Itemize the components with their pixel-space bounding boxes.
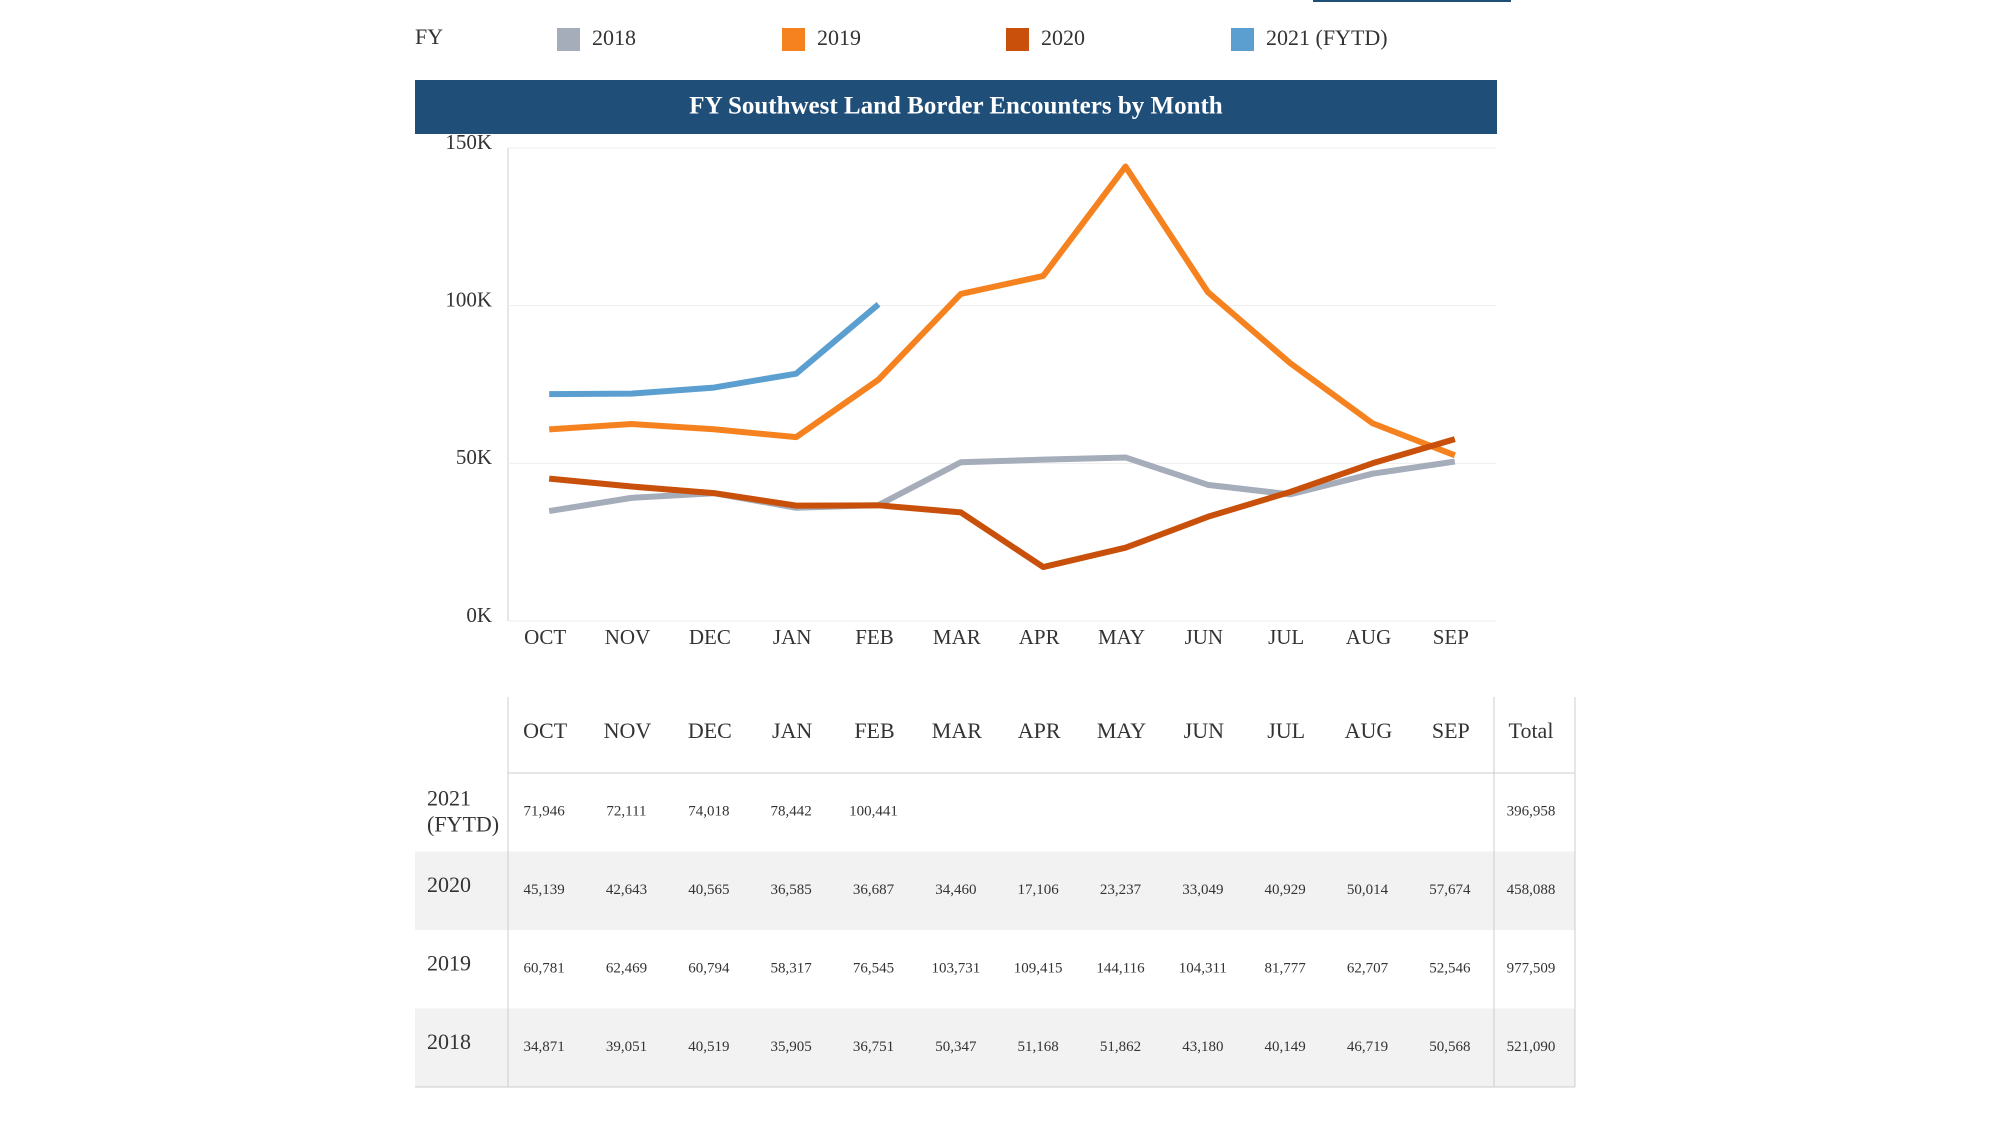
row-label: 2020 — [427, 872, 471, 897]
table-cell: 72,111 — [606, 804, 646, 820]
row-band — [415, 1008, 1575, 1087]
x-tick-label: NOV — [605, 625, 651, 649]
table-header: FEB — [854, 718, 894, 743]
y-tick-label: 0K — [466, 603, 492, 627]
table-header: OCT — [523, 718, 568, 743]
series-line — [548, 163, 1456, 459]
table-cell: 60,781 — [524, 961, 565, 977]
table-cell: 52,546 — [1429, 961, 1471, 977]
legend-swatch — [782, 28, 805, 51]
x-tick-label: DEC — [689, 625, 731, 649]
table-total: 977,509 — [1507, 961, 1556, 977]
table-header: SEP — [1432, 718, 1470, 743]
legend-label: 2021 (FYTD) — [1266, 25, 1388, 50]
table-header: JUL — [1267, 718, 1305, 743]
row-label: 2019 — [427, 950, 471, 975]
table-header: NOV — [604, 718, 652, 743]
legend-label: 2019 — [817, 25, 861, 50]
series-line — [548, 436, 1456, 571]
table-total: 521,090 — [1507, 1039, 1556, 1055]
table-cell: 78,442 — [771, 804, 812, 820]
table-cell: 40,929 — [1265, 882, 1306, 898]
table-cell: 39,051 — [606, 1039, 647, 1055]
table-cell: 74,018 — [688, 804, 729, 820]
table-cell: 36,751 — [853, 1039, 894, 1055]
table-cell: 71,946 — [524, 804, 566, 820]
x-tick-label: JAN — [773, 625, 812, 649]
table-cell: 42,643 — [606, 882, 647, 898]
table-header: JUN — [1184, 718, 1224, 743]
table-cell: 46,719 — [1347, 1039, 1388, 1055]
table-header: Total — [1509, 718, 1554, 743]
table-cell: 103,731 — [931, 961, 980, 977]
table-cell: 51,862 — [1100, 1039, 1141, 1055]
table-total: 458,088 — [1507, 882, 1556, 898]
x-tick-label: APR — [1019, 625, 1060, 649]
row-label: 2018 — [427, 1029, 471, 1054]
table-cell: 23,237 — [1100, 882, 1142, 898]
table-cell: 58,317 — [771, 961, 813, 977]
series-line — [549, 301, 881, 398]
table-cell: 81,777 — [1265, 961, 1307, 977]
x-tick-label: FEB — [855, 625, 894, 649]
y-tick-label: 150K — [445, 130, 492, 154]
table-cell: 43,180 — [1182, 1039, 1223, 1055]
table-header: AUG — [1345, 718, 1393, 743]
x-tick-label: MAY — [1098, 625, 1145, 649]
legend-swatch — [1006, 28, 1029, 51]
row-label: 2021 (FYTD) — [427, 785, 499, 836]
table-cell: 40,149 — [1265, 1039, 1306, 1055]
table-cell: 62,469 — [606, 961, 647, 977]
table-cell: 34,871 — [524, 1039, 565, 1055]
x-tick-label: MAR — [933, 625, 981, 649]
table-cell: 76,545 — [853, 961, 894, 977]
x-tick-label: AUG — [1346, 625, 1392, 649]
table-cell: 100,441 — [849, 804, 898, 820]
legend-title: FY — [415, 24, 443, 49]
table-cell: 33,049 — [1182, 882, 1223, 898]
table-header: MAR — [932, 718, 982, 743]
table-cell: 45,139 — [524, 882, 565, 898]
y-tick-label: 50K — [456, 445, 492, 469]
table-cell: 50,014 — [1347, 882, 1389, 898]
table-cell: 50,347 — [935, 1039, 977, 1055]
table-cell: 36,585 — [771, 882, 812, 898]
legend-label: 2020 — [1041, 25, 1085, 50]
table-cell: 40,519 — [688, 1039, 729, 1055]
table-header: DEC — [688, 718, 732, 743]
table-cell: 50,568 — [1429, 1039, 1470, 1055]
title-banner — [415, 80, 1497, 134]
table-cell: 109,415 — [1014, 961, 1063, 977]
table-cell: 62,707 — [1347, 961, 1389, 977]
x-tick-label: OCT — [524, 625, 566, 649]
table-header: MAY — [1097, 718, 1146, 743]
y-tick-label: 100K — [445, 287, 492, 311]
table-cell: 35,905 — [771, 1039, 812, 1055]
table-cell: 17,106 — [1018, 882, 1060, 898]
row-band — [415, 851, 1575, 930]
table-cell: 60,794 — [688, 961, 730, 977]
legend-label: 2018 — [592, 25, 636, 50]
table-cell: 144,116 — [1096, 961, 1145, 977]
table-cell: 40,565 — [688, 882, 729, 898]
chart-title: FY Southwest Land Border Encounters by M… — [689, 93, 1222, 120]
x-tick-label: JUN — [1185, 625, 1224, 649]
table-cell: 51,168 — [1018, 1039, 1059, 1055]
legend-swatch — [1231, 28, 1254, 51]
table-cell: 34,460 — [935, 882, 976, 898]
table-header: JAN — [772, 718, 812, 743]
top-bar — [1313, 0, 1511, 2]
table-header: APR — [1018, 718, 1061, 743]
table-cell: 57,674 — [1429, 882, 1471, 898]
table-cell: 36,687 — [853, 882, 895, 898]
legend-swatch — [557, 28, 580, 51]
x-tick-label: SEP — [1433, 625, 1469, 649]
table-total: 396,958 — [1507, 804, 1556, 820]
x-tick-label: JUL — [1268, 625, 1304, 649]
table-cell: 104,311 — [1179, 961, 1227, 977]
